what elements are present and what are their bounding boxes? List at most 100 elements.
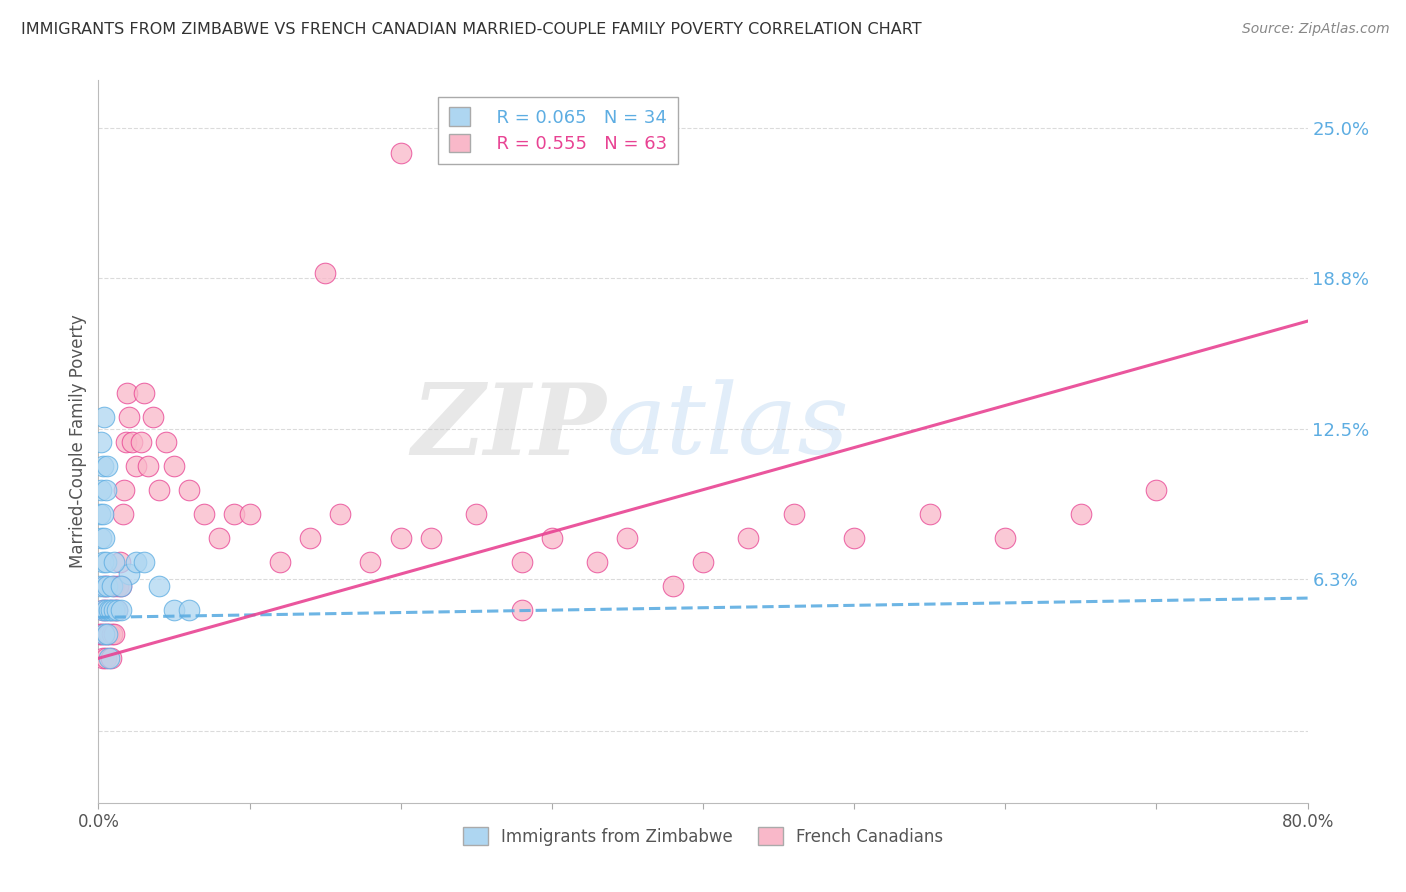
Text: IMMIGRANTS FROM ZIMBABWE VS FRENCH CANADIAN MARRIED-COUPLE FAMILY POVERTY CORREL: IMMIGRANTS FROM ZIMBABWE VS FRENCH CANAD… xyxy=(21,22,922,37)
Point xyxy=(96,627,118,641)
Point xyxy=(125,555,148,569)
Point xyxy=(269,555,291,569)
Point xyxy=(101,579,124,593)
Point xyxy=(93,531,115,545)
Point xyxy=(540,531,562,545)
Point xyxy=(103,579,125,593)
Point xyxy=(91,458,114,473)
Point xyxy=(91,555,114,569)
Point xyxy=(91,603,114,617)
Point xyxy=(314,266,336,280)
Point xyxy=(100,651,122,665)
Point xyxy=(98,603,121,617)
Point xyxy=(329,507,352,521)
Point xyxy=(94,603,117,617)
Point xyxy=(179,483,201,497)
Point xyxy=(1144,483,1167,497)
Point xyxy=(91,651,114,665)
Text: Source: ZipAtlas.com: Source: ZipAtlas.com xyxy=(1241,22,1389,37)
Point xyxy=(389,145,412,160)
Point xyxy=(90,483,112,497)
Point xyxy=(103,555,125,569)
Point xyxy=(115,386,138,401)
Point xyxy=(107,579,129,593)
Y-axis label: Married-Couple Family Poverty: Married-Couple Family Poverty xyxy=(69,315,87,568)
Point xyxy=(103,603,125,617)
Point xyxy=(96,458,118,473)
Point xyxy=(208,531,231,545)
Point xyxy=(111,507,134,521)
Point xyxy=(93,627,115,641)
Point xyxy=(125,458,148,473)
Point xyxy=(420,531,443,545)
Point xyxy=(98,627,121,641)
Point xyxy=(389,531,412,545)
Point xyxy=(586,555,609,569)
Point xyxy=(994,531,1017,545)
Point xyxy=(142,410,165,425)
Point xyxy=(193,507,215,521)
Point xyxy=(90,531,112,545)
Point xyxy=(148,579,170,593)
Point xyxy=(93,410,115,425)
Point xyxy=(136,458,159,473)
Point xyxy=(114,434,136,449)
Point xyxy=(465,507,488,521)
Point xyxy=(110,579,132,593)
Point xyxy=(148,483,170,497)
Point xyxy=(129,434,152,449)
Point xyxy=(132,555,155,569)
Point xyxy=(108,555,131,569)
Point xyxy=(163,603,186,617)
Point xyxy=(110,603,132,617)
Point xyxy=(112,483,135,497)
Legend: Immigrants from Zimbabwe, French Canadians: Immigrants from Zimbabwe, French Canadia… xyxy=(456,821,950,852)
Point xyxy=(104,603,127,617)
Point xyxy=(91,507,114,521)
Point xyxy=(360,555,382,569)
Point xyxy=(105,603,128,617)
Point xyxy=(132,386,155,401)
Point xyxy=(118,410,141,425)
Point xyxy=(783,507,806,521)
Point xyxy=(90,627,112,641)
Point xyxy=(96,579,118,593)
Point xyxy=(94,483,117,497)
Point xyxy=(737,531,759,545)
Point xyxy=(510,603,533,617)
Point xyxy=(692,555,714,569)
Point xyxy=(93,579,115,593)
Point xyxy=(844,531,866,545)
Point xyxy=(100,603,122,617)
Point xyxy=(179,603,201,617)
Point xyxy=(121,434,143,449)
Point xyxy=(101,627,124,641)
Point xyxy=(96,579,118,593)
Point xyxy=(105,603,128,617)
Point xyxy=(110,579,132,593)
Point xyxy=(94,555,117,569)
Point xyxy=(661,579,683,593)
Point xyxy=(96,627,118,641)
Point xyxy=(94,603,117,617)
Point xyxy=(163,458,186,473)
Point xyxy=(299,531,322,545)
Point xyxy=(616,531,638,545)
Point xyxy=(89,507,111,521)
Point xyxy=(224,507,246,521)
Point xyxy=(94,651,117,665)
Point xyxy=(510,555,533,569)
Point xyxy=(1070,507,1092,521)
Point xyxy=(90,434,112,449)
Point xyxy=(93,627,115,641)
Point xyxy=(100,603,122,617)
Point xyxy=(89,579,111,593)
Point xyxy=(89,627,111,641)
Point xyxy=(155,434,177,449)
Point xyxy=(239,507,262,521)
Point xyxy=(918,507,941,521)
Point xyxy=(118,567,141,582)
Point xyxy=(98,651,121,665)
Text: atlas: atlas xyxy=(606,379,849,475)
Point xyxy=(91,603,114,617)
